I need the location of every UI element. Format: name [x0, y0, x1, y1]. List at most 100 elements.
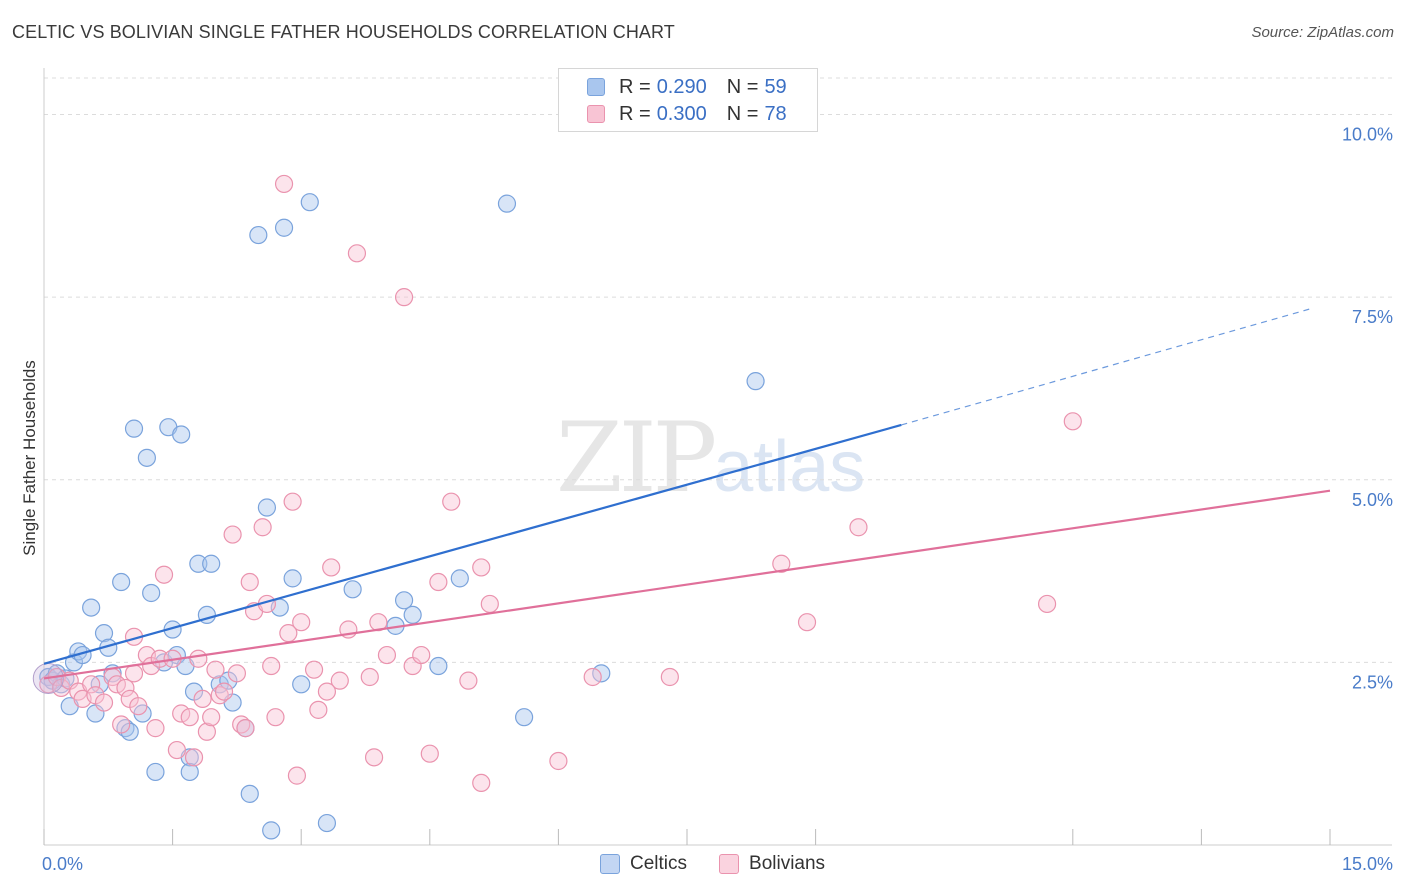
point-bolivians-54	[360, 667, 379, 687]
point-bolivians-44	[279, 624, 298, 643]
point-celtics-22	[146, 762, 165, 782]
point-bolivians-8	[94, 693, 114, 712]
point-bolivians-18	[146, 719, 165, 738]
point-celtics-18	[124, 419, 144, 438]
point-celtics-55	[515, 708, 534, 727]
y-tick-label-1: 5.0%	[1352, 490, 1393, 510]
point-bolivians-11	[112, 715, 131, 734]
point-bolivians-53	[347, 244, 367, 263]
legend-r-value: 0.300	[656, 102, 707, 125]
point-celtics-33	[202, 554, 221, 573]
point-bolivians-49	[309, 700, 328, 719]
x-tick-label-0: 0.0%	[42, 854, 83, 874]
point-bolivians-51	[330, 671, 349, 690]
point-celtics-12	[94, 624, 114, 643]
legend-swatch-celtics	[587, 78, 605, 96]
y-tick-label-0: 2.5%	[1352, 672, 1393, 692]
legend-r-label: R =	[619, 102, 651, 125]
point-celtics-57	[746, 372, 765, 391]
point-celtics-47	[317, 813, 337, 833]
point-bolivians-55	[364, 748, 384, 767]
point-bolivians-61	[420, 744, 439, 763]
point-bolivians-63	[442, 492, 461, 511]
legend-n-label: N =	[726, 75, 759, 98]
point-bolivians-26	[189, 649, 208, 668]
legend-n-value: 59	[764, 75, 787, 98]
legend-item-celtics: Celtics	[600, 853, 687, 875]
point-bolivians-73	[1037, 594, 1057, 614]
point-bolivians-74	[1063, 412, 1082, 431]
point-bolivians-70	[772, 554, 791, 573]
point-bolivians-41	[262, 656, 281, 676]
point-bolivians-15	[129, 697, 148, 716]
point-bolivians-57	[377, 645, 397, 665]
series-bolivians	[39, 174, 1082, 793]
point-celtics-51	[403, 605, 422, 625]
trend-extension-celtics	[901, 307, 1314, 426]
point-bolivians-24	[180, 708, 199, 727]
point-bolivians-36	[236, 719, 255, 738]
point-bolivians-46	[287, 766, 307, 785]
legend-item-bolivians: Bolivians	[719, 853, 825, 875]
point-celtics-27	[172, 425, 191, 444]
legend-row-celtics: R = 0.290 N = 59	[559, 73, 787, 101]
point-bolivians-45	[283, 492, 302, 511]
point-bolivians-39	[253, 518, 272, 537]
point-bolivians-71	[797, 613, 817, 632]
series-celtics	[39, 193, 765, 840]
point-bolivians-20	[154, 565, 174, 584]
point-celtics-31	[189, 554, 208, 573]
chart-title: CELTIC VS BOLIVIAN SINGLE FATHER HOUSEHO…	[12, 22, 675, 42]
point-celtics-44	[283, 569, 302, 588]
point-bolivians-43	[274, 174, 294, 194]
series-legend: Celtics Bolivians	[600, 850, 857, 878]
y-tick-label-3: 10.0%	[1342, 125, 1393, 145]
point-celtics-50	[394, 591, 414, 610]
point-bolivians-42	[266, 708, 285, 727]
point-bolivians-62	[429, 572, 448, 592]
point-bolivians-65	[472, 773, 491, 793]
point-bolivians-29	[202, 708, 221, 727]
point-bolivians-33	[223, 525, 242, 544]
point-bolivians-12	[116, 678, 135, 698]
point-bolivians-25	[184, 748, 204, 767]
legend-r-value: 0.290	[656, 75, 707, 98]
point-bolivians-22	[167, 740, 186, 760]
tick-labels: 2.5% 5.0% 7.5% 10.0% 0.0% 15.0%	[42, 125, 1393, 874]
point-celtics-38	[240, 784, 259, 803]
legend-n-label: N =	[726, 102, 759, 125]
point-celtics-15	[112, 572, 131, 592]
axes	[43, 68, 1392, 846]
trend-line-celtics	[43, 423, 902, 665]
point-celtics-53	[450, 569, 469, 588]
data-points	[32, 174, 1082, 840]
trend-line-bolivians	[43, 489, 1331, 680]
point-celtics-52	[429, 656, 448, 676]
y-tick-label-2: 7.5%	[1352, 307, 1393, 327]
legend-label-bolivians: Bolivians	[749, 853, 826, 874]
watermark: ZIPatlas	[556, 402, 865, 514]
point-bolivians-60	[412, 645, 431, 665]
point-bolivians-27	[193, 689, 212, 709]
point-celtics-29	[180, 762, 199, 782]
watermark-atlas: atlas	[713, 427, 866, 507]
legend-r-label: R =	[619, 75, 651, 98]
point-bolivians-77	[124, 664, 144, 683]
point-bolivians-66	[480, 594, 499, 614]
correlation-legend: R = 0.290 N = 59 R = 0.300 N = 78	[558, 68, 818, 132]
point-bolivians-30	[206, 660, 225, 679]
point-bolivians-32	[214, 682, 234, 701]
point-bolivians-37	[240, 572, 259, 592]
point-bolivians-68	[583, 667, 602, 687]
point-bolivians-76	[317, 682, 337, 701]
point-celtics-48	[343, 580, 362, 599]
point-celtics-54	[497, 194, 517, 213]
point-bolivians-47	[292, 613, 311, 632]
point-bolivians-6	[82, 675, 101, 694]
point-celtics-43	[274, 218, 294, 237]
legend-swatch-celtics	[600, 854, 620, 874]
point-bolivians-64	[459, 671, 478, 690]
point-celtics-21	[142, 583, 161, 603]
source-note: Source: ZipAtlas.com	[1251, 24, 1394, 41]
